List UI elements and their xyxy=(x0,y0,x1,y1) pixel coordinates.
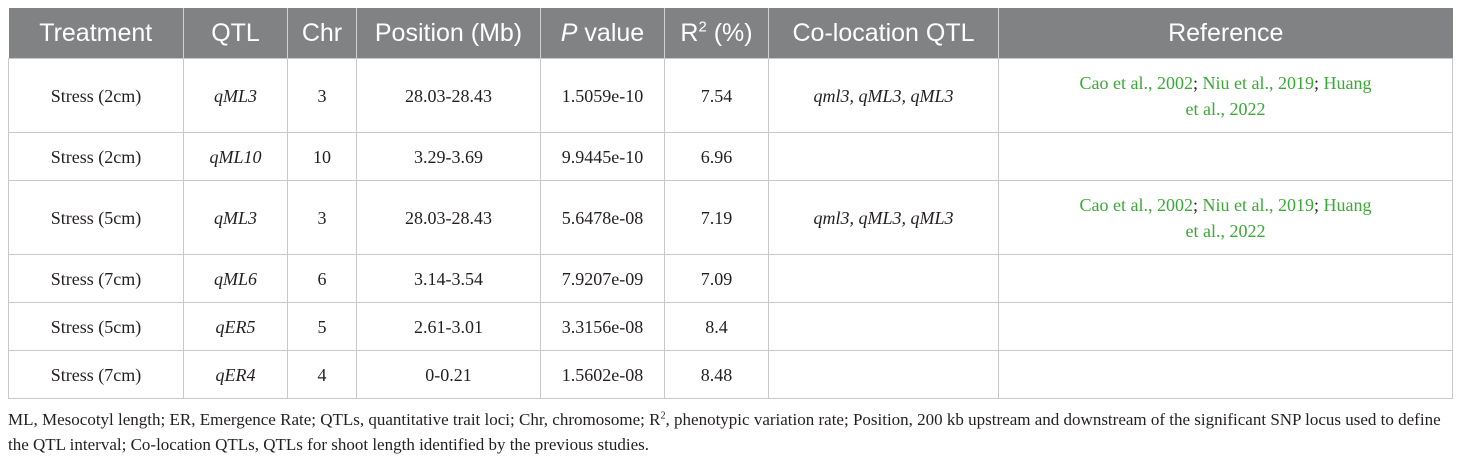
reference-link[interactable]: Cao et al., 2002 xyxy=(1079,72,1193,93)
cell-pvalue: 1.5059e-10 xyxy=(540,58,665,133)
cell-chr: 4 xyxy=(287,350,357,399)
cell-treatment: Stress (5cm) xyxy=(8,302,184,351)
cell-chr: 3 xyxy=(287,58,357,133)
reference-separator: ; xyxy=(1313,194,1319,215)
table-container: Treatment QTL Chr Position (Mb) P value … xyxy=(8,8,1453,457)
footnote-part1: ML, Mesocotyl length; ER, Emergence Rate… xyxy=(8,410,661,429)
cell-position: 28.03-28.43 xyxy=(356,180,541,255)
cell-colocation xyxy=(768,132,999,181)
table-body: Stress (2cm) qML3 3 28.03-28.43 1.5059e-10 7.… xyxy=(8,58,1453,399)
cell-chr: 6 xyxy=(287,254,357,303)
footnote-part2: , phenotypic variation rate; Position, 2… xyxy=(8,410,1441,454)
header-pvalue: P value xyxy=(540,8,665,59)
cell-pvalue: 5.6478e-08 xyxy=(540,180,665,255)
cell-qtl: qER4 xyxy=(183,350,288,399)
reference-separator: ; xyxy=(1313,72,1319,93)
reference-link[interactable]: Cao et al., 2002 xyxy=(1079,194,1193,215)
header-reference: Reference xyxy=(998,8,1453,59)
cell-reference xyxy=(998,350,1453,399)
cell-reference: Cao et al., 2002; Niu et al., 2019; Huan… xyxy=(998,180,1453,255)
header-chr: Chr xyxy=(287,8,357,59)
reference-link[interactable]: Huang xyxy=(1323,72,1372,93)
table-row: Stress (2cm) qML10 10 3.29-3.69 9.9445e-10 6.… xyxy=(8,132,1453,181)
cell-chr: 3 xyxy=(287,180,357,255)
header-r2: R2 (%) xyxy=(664,8,769,59)
reference-link[interactable]: Niu et al., 2019 xyxy=(1202,194,1314,215)
cell-reference xyxy=(998,132,1453,181)
cell-chr: 5 xyxy=(287,302,357,351)
header-colocation: Co-location QTL xyxy=(768,8,999,59)
cell-qtl: qML3 xyxy=(183,58,288,133)
cell-treatment: Stress (7cm) xyxy=(8,350,184,399)
cell-colocation: qml3, qML3, qML3 xyxy=(768,180,999,255)
cell-pvalue: 7.9207e-09 xyxy=(540,254,665,303)
cell-position: 28.03-28.43 xyxy=(356,58,541,133)
reference-link[interactable]: et al., 2022 xyxy=(1185,98,1266,119)
header-treatment: Treatment xyxy=(8,8,184,59)
header-position: Position (Mb) xyxy=(356,8,541,59)
cell-position: 3.14-3.54 xyxy=(356,254,541,303)
cell-reference xyxy=(998,254,1453,303)
header-pvalue-rest: value xyxy=(577,18,645,47)
cell-chr: 10 xyxy=(287,132,357,181)
header-r2-rest: (%) xyxy=(706,18,753,47)
cell-colocation xyxy=(768,350,999,399)
table-row: Stress (7cm) qML6 6 3.14-3.54 7.9207e-09 7.09 xyxy=(8,254,1453,303)
cell-colocation: qml3, qML3, qML3 xyxy=(768,58,999,133)
cell-colocation xyxy=(768,254,999,303)
cell-qtl: qML10 xyxy=(183,132,288,181)
footnote-sup: 2 xyxy=(660,410,666,422)
qtl-table: Treatment QTL Chr Position (Mb) P value … xyxy=(8,8,1453,399)
cell-treatment: Stress (7cm) xyxy=(8,254,184,303)
cell-treatment: Stress (2cm) xyxy=(8,58,184,133)
cell-position: 3.29-3.69 xyxy=(356,132,541,181)
cell-position: 0-0.21 xyxy=(356,350,541,399)
cell-r2: 7.09 xyxy=(664,254,769,303)
cell-r2: 8.4 xyxy=(664,302,769,351)
table-row: Stress (7cm) qER4 4 0-0.21 1.5602e-08 8.48 xyxy=(8,350,1453,399)
cell-r2: 6.96 xyxy=(664,132,769,181)
table-footnote: ML, Mesocotyl length; ER, Emergence Rate… xyxy=(8,407,1452,457)
reference-separator: ; xyxy=(1192,72,1198,93)
reference-link[interactable]: Niu et al., 2019 xyxy=(1202,72,1314,93)
table-row: Stress (5cm) qER5 5 2.61-3.01 3.3156e-08 8.4 xyxy=(8,302,1453,351)
cell-r2: 8.48 xyxy=(664,350,769,399)
cell-qtl: qML6 xyxy=(183,254,288,303)
header-r2-base: R xyxy=(680,18,699,47)
cell-r2: 7.19 xyxy=(664,180,769,255)
header-row: Treatment QTL Chr Position (Mb) P value … xyxy=(8,8,1453,59)
reference-link[interactable]: et al., 2022 xyxy=(1185,220,1266,241)
table-row: Stress (2cm) qML3 3 28.03-28.43 1.5059e-10 7.… xyxy=(8,58,1453,133)
reference-separator: ; xyxy=(1192,194,1198,215)
cell-r2: 7.54 xyxy=(664,58,769,133)
reference-link[interactable]: Huang xyxy=(1323,194,1372,215)
cell-pvalue: 9.9445e-10 xyxy=(540,132,665,181)
cell-colocation xyxy=(768,302,999,351)
cell-treatment: Stress (5cm) xyxy=(8,180,184,255)
header-r2-sup: 2 xyxy=(698,18,707,36)
cell-pvalue: 3.3156e-08 xyxy=(540,302,665,351)
cell-position: 2.61-3.01 xyxy=(356,302,541,351)
table-row: Stress (5cm) qML3 3 28.03-28.43 5.6478e-08 7.… xyxy=(8,180,1453,255)
cell-reference: Cao et al., 2002; Niu et al., 2019; Huan… xyxy=(998,58,1453,133)
cell-reference xyxy=(998,302,1453,351)
header-pvalue-italic: P xyxy=(560,18,578,47)
cell-qtl: qER5 xyxy=(183,302,288,351)
cell-treatment: Stress (2cm) xyxy=(8,132,184,181)
cell-pvalue: 1.5602e-08 xyxy=(540,350,665,399)
header-qtl: QTL xyxy=(183,8,288,59)
cell-qtl: qML3 xyxy=(183,180,288,255)
